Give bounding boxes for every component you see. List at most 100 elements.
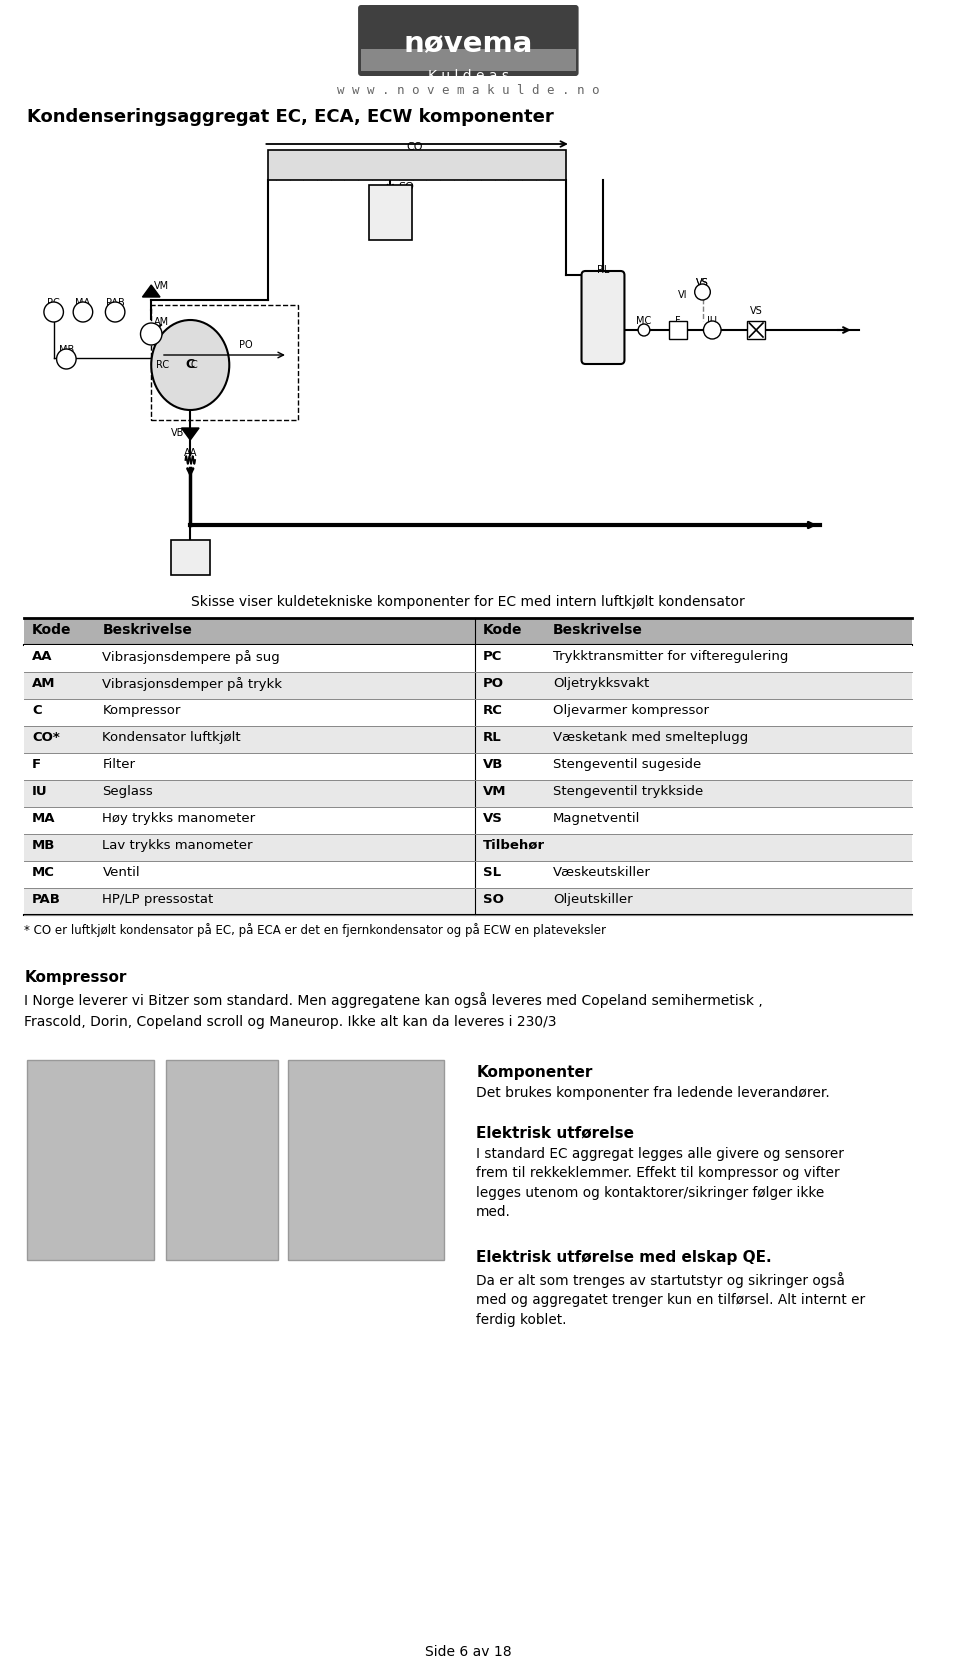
Bar	[24, 889, 912, 915]
Bar	[24, 780, 912, 807]
Text: Ventil: Ventil	[103, 865, 140, 879]
Text: Vibrasjonsdempere på sug: Vibrasjonsdempere på sug	[103, 651, 280, 664]
Text: VS: VS	[696, 278, 708, 288]
Circle shape	[44, 301, 63, 323]
Text: MC: MC	[33, 865, 55, 879]
Text: C: C	[33, 704, 42, 717]
Text: Beskrivelse: Beskrivelse	[103, 622, 192, 637]
Text: SL: SL	[184, 542, 196, 552]
Bar	[24, 617, 912, 646]
Text: Kondenseringsaggregat EC, ECA, ECW komponenter: Kondenseringsaggregat EC, ECA, ECW kompo…	[27, 108, 554, 126]
Text: MB: MB	[59, 344, 74, 354]
Text: Tilbehør: Tilbehør	[483, 839, 545, 852]
Text: Høy trykks manometer: Høy trykks manometer	[103, 812, 255, 825]
Text: PAB: PAB	[106, 298, 125, 308]
Text: Filter: Filter	[103, 759, 135, 770]
Text: MB: MB	[33, 839, 56, 852]
Text: Side 6 av 18: Side 6 av 18	[425, 1646, 512, 1659]
Circle shape	[140, 323, 162, 344]
Bar	[361, 48, 576, 72]
Bar	[24, 834, 912, 860]
Text: Oljetrykksvakt: Oljetrykksvakt	[553, 677, 650, 691]
Text: RL: RL	[597, 265, 610, 275]
Text: Elektrisk utførelse: Elektrisk utførelse	[476, 1125, 635, 1140]
Text: VM: VM	[483, 785, 507, 799]
Circle shape	[638, 324, 650, 336]
Text: Væsketank med smelteplugg: Væsketank med smelteplugg	[553, 730, 749, 744]
Text: PO: PO	[239, 339, 252, 349]
Bar	[24, 646, 912, 672]
Text: Kompressor: Kompressor	[103, 704, 180, 717]
Text: SL: SL	[483, 865, 501, 879]
Bar	[24, 726, 912, 754]
Text: AA: AA	[183, 448, 197, 458]
Text: Det brukes komponenter fra ledende leverandører.: Det brukes komponenter fra ledende lever…	[476, 1087, 829, 1100]
Polygon shape	[142, 285, 160, 296]
Text: SO: SO	[398, 181, 414, 191]
Text: Trykktransmitter for vifteregulering: Trykktransmitter for vifteregulering	[553, 651, 788, 662]
Text: I Norge leverer vi Bitzer som standard. Men aggregatene kan også leveres med Cop: I Norge leverer vi Bitzer som standard. …	[24, 992, 763, 1028]
Text: PAB: PAB	[33, 894, 61, 905]
Bar	[24, 807, 912, 834]
Text: HP/LP pressostat: HP/LP pressostat	[103, 894, 214, 905]
Bar	[24, 699, 912, 726]
Text: Seglass: Seglass	[103, 785, 154, 799]
Text: Stengeventil trykkside: Stengeventil trykkside	[553, 785, 704, 799]
Polygon shape	[181, 428, 199, 439]
Text: K u l d e a s: K u l d e a s	[428, 68, 509, 83]
FancyBboxPatch shape	[358, 5, 579, 77]
Text: AM: AM	[33, 677, 56, 691]
Text: w w w . n o v e m a k u l d e . n o: w w w . n o v e m a k u l d e . n o	[337, 83, 600, 97]
Text: Vibrasjonsdemper på trykk: Vibrasjonsdemper på trykk	[103, 677, 282, 691]
Text: I standard EC aggregat legges alle givere og sensorer
frem til rekkeklemmer. Eff: I standard EC aggregat legges alle giver…	[476, 1146, 844, 1220]
Text: SO: SO	[483, 894, 504, 905]
Text: F: F	[33, 759, 41, 770]
Bar	[152, 305, 298, 419]
Text: Elektrisk utførelse med elskap QE.: Elektrisk utførelse med elskap QE.	[476, 1250, 772, 1265]
Text: MA: MA	[76, 298, 90, 308]
Text: CO*: CO*	[33, 730, 60, 744]
Bar	[268, 150, 565, 180]
Text: Stengeventil sugeside: Stengeventil sugeside	[553, 759, 702, 770]
Circle shape	[695, 285, 710, 300]
Text: Kode: Kode	[33, 622, 72, 637]
Text: VS: VS	[750, 306, 762, 316]
Circle shape	[704, 321, 721, 339]
Text: PC: PC	[47, 298, 60, 308]
Text: Da er alt som trenges av startutstyr og sikringer også
med og aggregatet trenger: Da er alt som trenges av startutstyr og …	[476, 1271, 865, 1326]
Bar	[748, 321, 765, 339]
Text: PO: PO	[483, 677, 504, 691]
Text: VS: VS	[483, 812, 503, 825]
Text: IU: IU	[708, 316, 717, 326]
Circle shape	[73, 301, 93, 323]
Text: RC: RC	[156, 359, 169, 369]
Text: Skisse viser kuldetekniske komponenter for EC med intern luftkjølt kondensator: Skisse viser kuldetekniske komponenter f…	[191, 596, 745, 609]
Text: Komponenter: Komponenter	[476, 1065, 592, 1080]
Bar	[171, 541, 210, 576]
Text: VS: VS	[696, 278, 708, 288]
Text: VI: VI	[679, 290, 687, 300]
Bar	[27, 1060, 155, 1260]
Text: MC: MC	[636, 316, 652, 326]
Bar	[24, 860, 912, 889]
Bar	[369, 185, 412, 240]
Text: Oljevarmer kompressor: Oljevarmer kompressor	[553, 704, 709, 717]
Text: Kompressor: Kompressor	[24, 970, 127, 985]
Bar	[166, 1060, 278, 1260]
Bar	[24, 672, 912, 699]
Text: AA: AA	[33, 651, 53, 662]
Text: Beskrivelse: Beskrivelse	[553, 622, 643, 637]
Bar	[669, 321, 687, 339]
Text: Væskeutskiller: Væskeutskiller	[553, 865, 651, 879]
Bar	[288, 1060, 444, 1260]
Text: nøvema: nøvema	[403, 30, 533, 58]
Text: F: F	[675, 316, 681, 326]
Text: CO: CO	[406, 141, 423, 151]
Text: PC: PC	[483, 651, 502, 662]
Text: AM: AM	[155, 318, 169, 328]
Circle shape	[106, 301, 125, 323]
Text: C: C	[185, 358, 195, 371]
Text: RC: RC	[483, 704, 503, 717]
Text: VB: VB	[171, 428, 184, 438]
Text: MA: MA	[33, 812, 56, 825]
